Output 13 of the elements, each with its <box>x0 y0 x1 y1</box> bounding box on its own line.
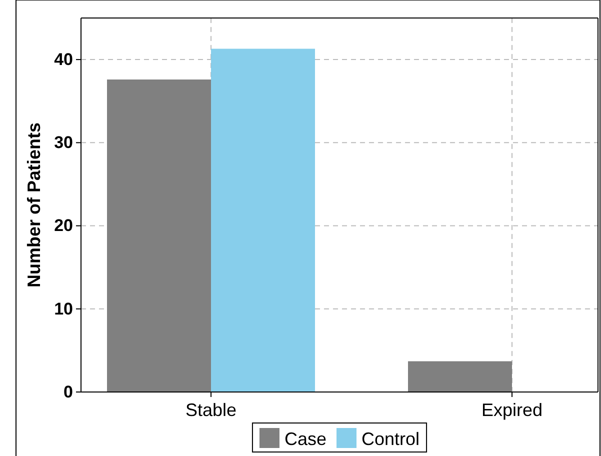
x-tick-label: Stable <box>185 400 237 420</box>
bar <box>107 80 211 392</box>
x-tick-label: Expired <box>481 400 543 420</box>
bar <box>211 48 315 392</box>
y-tick-label: 40 <box>54 50 73 69</box>
legend-label: Case <box>284 429 326 449</box>
y-tick-label: 10 <box>54 299 73 318</box>
y-tick-label: 30 <box>54 133 73 152</box>
bar <box>408 361 512 392</box>
legend-label: Control <box>362 429 420 449</box>
y-tick-label: 0 <box>64 382 73 402</box>
y-axis-title: Number of Patients <box>24 122 44 288</box>
y-tick-label: 20 <box>54 216 73 236</box>
